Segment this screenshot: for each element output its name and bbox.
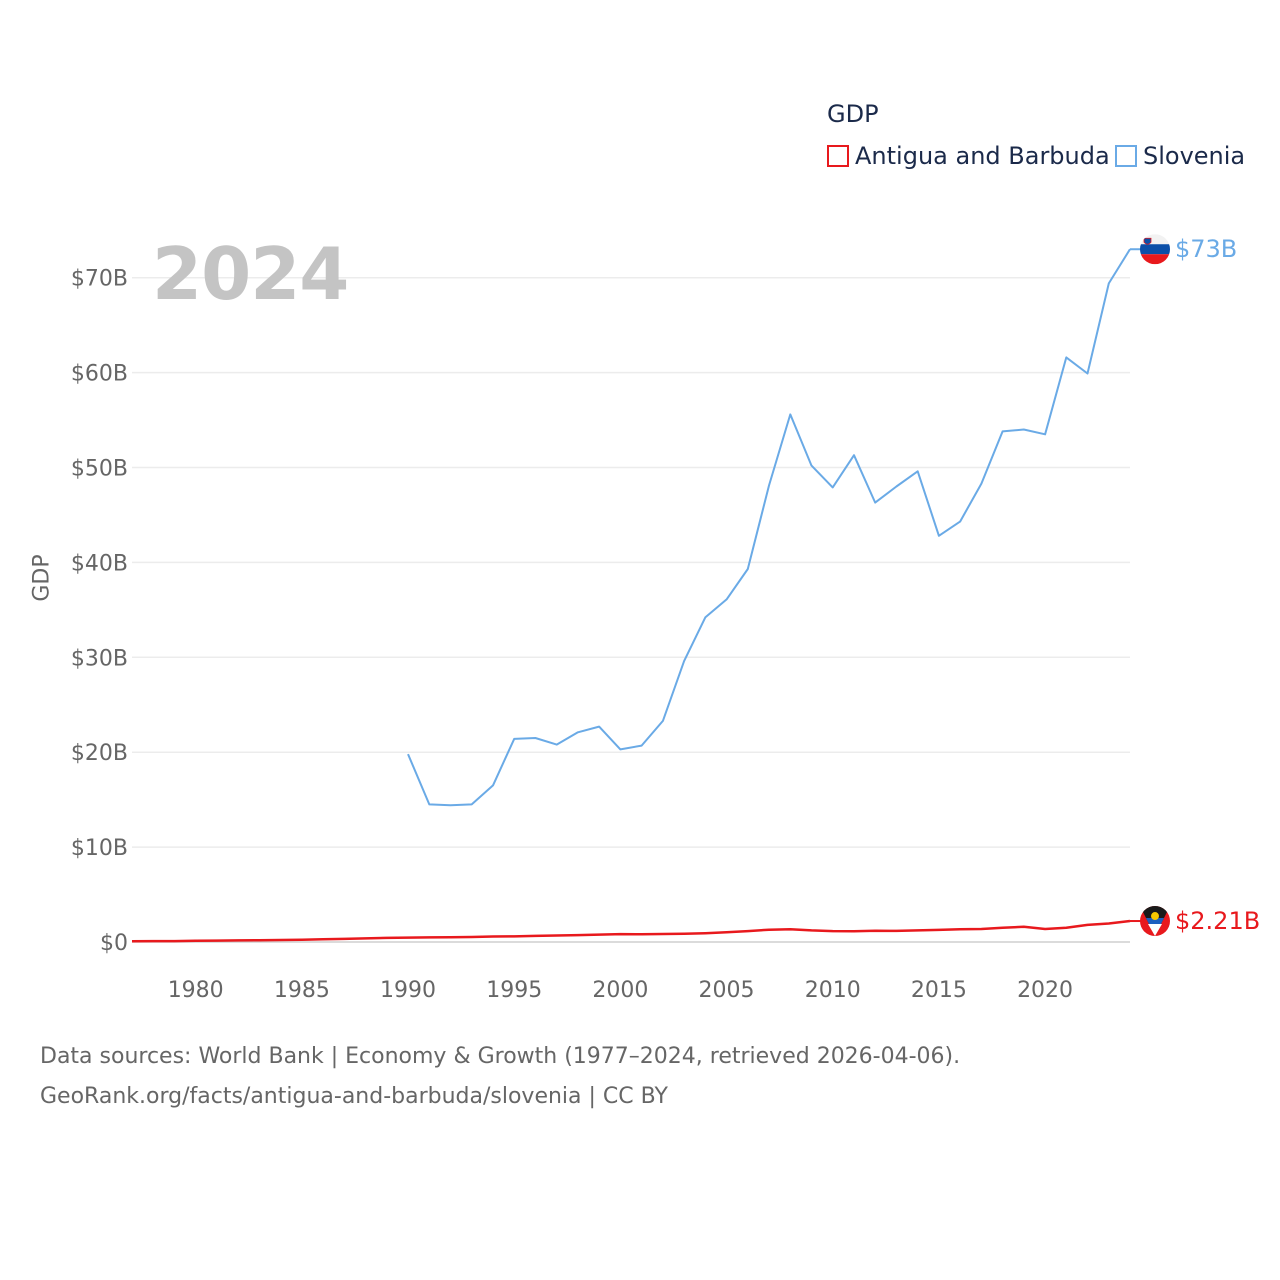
source-line-1: Data sources: World Bank | Economy & Gro… [40, 1044, 961, 1069]
y-axis-ticks: $0 $10B $20B $30B $40B $50B $60B $70B [71, 267, 128, 956]
legend-item-slovenia[interactable]: Slovenia [1115, 142, 1245, 170]
legend-swatch-antigua [827, 145, 849, 167]
end-value-label: $2.21B [1175, 907, 1260, 935]
y-axis-label: GDP [29, 554, 55, 602]
x-tick-label: 1980 [168, 978, 224, 1003]
legend-swatch-slovenia [1115, 145, 1137, 167]
series-line-slovenia [407, 248, 1131, 807]
y-tick-label: $50B [71, 457, 128, 482]
x-tick-label: 2010 [805, 978, 861, 1003]
y-tick-label: $40B [71, 551, 128, 576]
legend-item-antigua[interactable]: Antigua and Barbuda [827, 142, 1110, 170]
legend-label-antigua: Antigua and Barbuda [855, 142, 1110, 170]
slovenia-flag-icon [1140, 234, 1170, 265]
x-tick-label: 2005 [699, 978, 755, 1003]
y-tick-label: $70B [71, 267, 128, 292]
x-tick-label: 1995 [486, 978, 542, 1003]
x-tick-label: 2020 [1017, 978, 1073, 1003]
series-line-antigua [131, 919, 1131, 943]
y-tick-label: $10B [71, 836, 128, 861]
end-value-label: $73B [1175, 235, 1237, 263]
legend-title: GDP [827, 100, 879, 128]
y-tick-label: $20B [71, 741, 128, 766]
legend-label-slovenia: Slovenia [1143, 142, 1246, 170]
y-tick-label: $30B [71, 646, 128, 671]
x-axis-ticks: 1980 1985 1990 1995 2000 2005 2010 2015 2020 [168, 978, 1073, 1003]
x-tick-label: 2015 [911, 978, 967, 1003]
x-tick-label: 2000 [592, 978, 648, 1003]
y-tick-label: $0 [100, 931, 128, 956]
x-tick-label: 1985 [274, 978, 330, 1003]
antigua-and-barbuda-flag-icon [1140, 906, 1170, 937]
end-labels: $2.21B $73B [1130, 234, 1260, 937]
x-tick-label: 1990 [380, 978, 436, 1003]
grid-lines [132, 276, 1130, 943]
series-lines [131, 248, 1131, 943]
year-label: 2024 [152, 232, 349, 316]
y-tick-label: $60B [71, 362, 128, 387]
source-line-2: GeoRank.org/facts/antigua-and-barbuda/sl… [40, 1084, 668, 1109]
